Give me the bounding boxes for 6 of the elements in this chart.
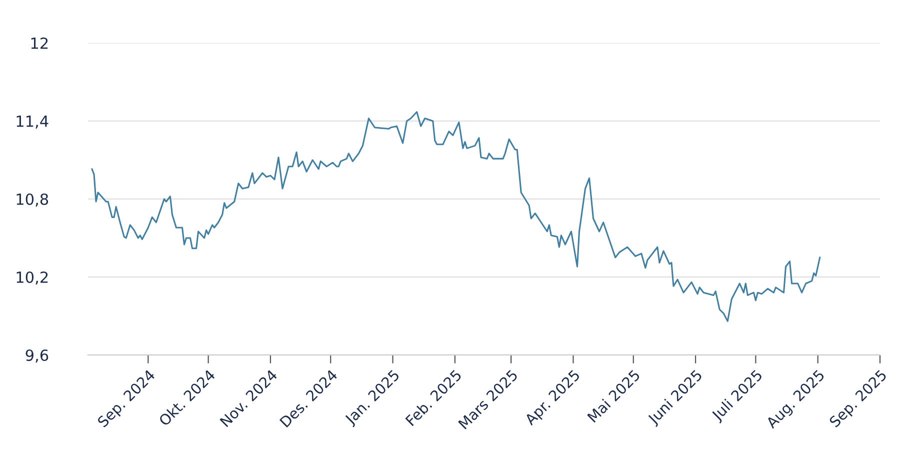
y-tick-label: 10,8 (16, 193, 48, 207)
y-tick-label: 10,2 (16, 271, 48, 285)
y-tick-label: 9,6 (26, 349, 48, 363)
y-tick-label: 11,4 (16, 116, 48, 129)
line-series (91, 111, 821, 322)
y-tick-label: 12 (31, 37, 48, 49)
